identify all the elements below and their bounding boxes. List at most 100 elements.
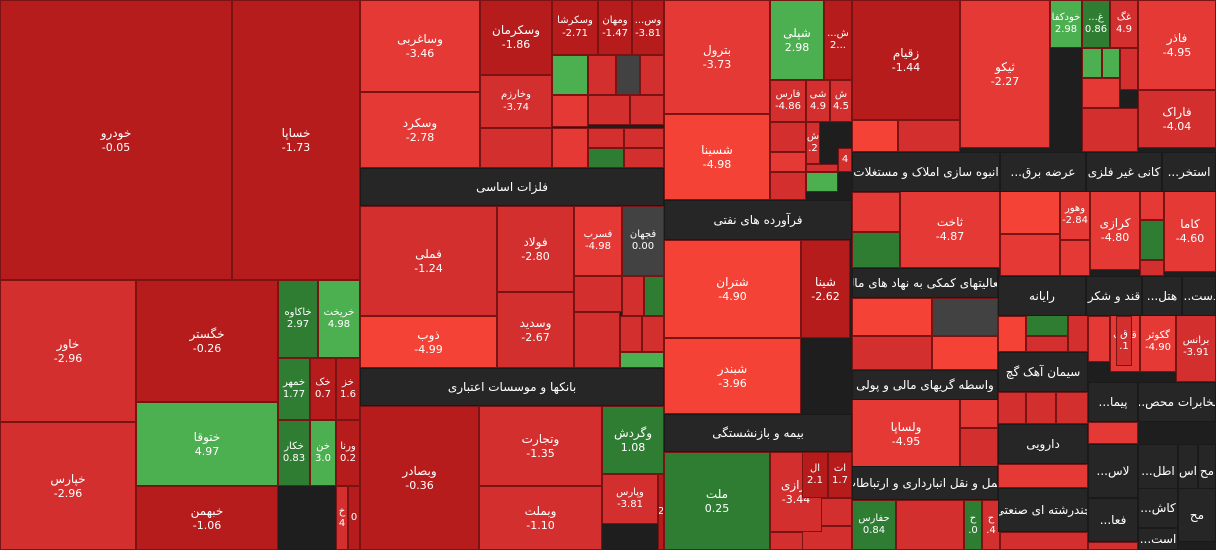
treemap-tile[interactable]: کرازی -4.80 (1090, 190, 1140, 270)
treemap-tile[interactable]: ولساپا -4.95 (852, 398, 960, 470)
treemap-tile[interactable]: وگردش 1.08 (602, 406, 664, 474)
sector-header[interactable]: هتل... (1142, 276, 1182, 316)
treemap-tile-minor[interactable] (588, 148, 624, 168)
treemap-tile-minor[interactable] (852, 232, 900, 268)
treemap-tile-minor[interactable] (620, 352, 664, 368)
treemap-tile-minor[interactable] (1082, 48, 1102, 78)
treemap-tile-minor[interactable] (1000, 190, 1060, 234)
treemap-tile[interactable]: وسکرشا -2.71 (552, 0, 598, 55)
treemap-tile[interactable]: ال 2.1 (802, 452, 828, 498)
treemap-tile[interactable]: خودرو -0.05 (0, 0, 232, 280)
treemap-tile[interactable]: ذوب -4.99 (360, 316, 497, 368)
treemap-tile[interactable]: وساغربی -3.46 (360, 0, 480, 92)
sector-header[interactable]: بیمه و بازنشستگی (664, 414, 852, 452)
treemap-tile[interactable]: شپلی 2.98 (770, 0, 824, 80)
sector-header[interactable]: چندرشته ای صنعتی (998, 488, 1088, 532)
treemap-tile-minor[interactable] (960, 428, 998, 470)
treemap-tile-minor[interactable] (852, 192, 900, 232)
treemap-tile-minor[interactable] (852, 298, 932, 336)
treemap-tile[interactable]: 0 (348, 486, 360, 550)
treemap-tile-minor[interactable] (1056, 392, 1088, 424)
treemap-tile[interactable]: شسینا -4.98 (664, 114, 770, 200)
sector-header[interactable]: لاس... (1088, 444, 1138, 498)
treemap-tile-minor[interactable] (770, 122, 806, 152)
treemap-tile[interactable]: شی 4.9 (806, 80, 830, 122)
treemap-tile-minor[interactable] (552, 95, 588, 127)
treemap-tile[interactable]: ختوقا 4.97 (136, 402, 278, 486)
treemap-tile[interactable]: خمهر 1.77 (278, 358, 310, 420)
treemap-tile[interactable]: وخارزم -3.74 (480, 75, 552, 128)
treemap-tile-minor[interactable] (1088, 422, 1138, 444)
treemap-tile-minor[interactable] (588, 128, 624, 148)
sector-header[interactable]: فعا... (1088, 498, 1138, 542)
treemap-tile[interactable]: غگ 4.9 (1110, 0, 1138, 48)
treemap-tile[interactable]: ملت 0.25 (664, 452, 770, 550)
treemap-tile[interactable]: خساپا -1.73 (232, 0, 360, 280)
treemap-tile[interactable]: ح .0 (964, 500, 982, 550)
treemap-tile[interactable]: وتجارت -1.35 (479, 406, 602, 486)
treemap-tile[interactable]: خک 0.7 (310, 358, 336, 420)
treemap-tile-minor[interactable] (1088, 316, 1110, 362)
treemap-tile-minor[interactable] (1140, 220, 1164, 260)
sector-header[interactable]: اس (1178, 444, 1198, 498)
treemap-tile[interactable]: فاذر -4.95 (1138, 0, 1216, 90)
sector-header[interactable]: کاش... (1138, 488, 1178, 528)
treemap-tile-minor[interactable] (1026, 336, 1068, 352)
treemap-tile-minor[interactable] (644, 276, 664, 316)
treemap-tile[interactable]: فجهان 0.00 (622, 206, 664, 276)
sector-header[interactable]: سیمان آهک گچ (998, 352, 1088, 392)
treemap-tile-minor[interactable] (1102, 48, 1120, 78)
sector-header[interactable]: است... (1138, 528, 1178, 550)
treemap-tile[interactable]: وبملت -1.10 (479, 486, 602, 550)
treemap-tile-minor[interactable] (806, 164, 838, 172)
treemap-tile[interactable]: ش... 2... (824, 0, 852, 80)
treemap-tile-minor[interactable] (480, 128, 552, 168)
treemap-tile-minor[interactable] (552, 128, 588, 168)
treemap-tile-minor[interactable] (624, 128, 664, 148)
treemap-tile-minor[interactable] (896, 500, 964, 550)
treemap-tile-minor[interactable] (1026, 392, 1056, 424)
treemap-tile[interactable]: وبصادر -0.36 (360, 406, 479, 550)
sector-header[interactable]: دست... (1182, 276, 1216, 316)
treemap-tile-minor[interactable] (1026, 312, 1068, 336)
treemap-tile-minor[interactable] (1000, 234, 1060, 276)
treemap-tile-minor[interactable] (1120, 48, 1138, 90)
sector-header[interactable]: رایانه (998, 276, 1086, 316)
treemap-tile[interactable]: وس... -3.81 (632, 0, 664, 55)
treemap-tile[interactable]: زقیام -1.44 (852, 0, 960, 120)
treemap-tile[interactable]: فارس -4.86 (770, 80, 806, 122)
treemap-tile[interactable]: 4 (838, 148, 852, 172)
treemap-tile-minor[interactable] (616, 55, 640, 95)
treemap-tile-minor[interactable] (852, 336, 932, 370)
sector-header[interactable]: فرآورده های نفتی (664, 200, 852, 240)
treemap-tile[interactable]: خن 3.0 (310, 420, 336, 486)
treemap-tile[interactable]: فولاد -2.80 (497, 206, 574, 292)
treemap-tile[interactable]: شینا -2.62 (801, 240, 850, 338)
treemap-tile[interactable]: غ... 0.86 (1082, 0, 1110, 48)
treemap-tile[interactable]: شبندر -3.96 (664, 338, 801, 414)
treemap-tile[interactable]: ات 1.7 (828, 452, 852, 498)
treemap-tile[interactable]: خودکفا 2.98 (1050, 0, 1082, 48)
sector-header[interactable]: فلزات اساسی (360, 168, 664, 206)
treemap-tile-minor[interactable] (998, 316, 1026, 352)
treemap-tile-minor[interactable] (624, 148, 664, 168)
treemap-tile-minor[interactable] (806, 172, 838, 192)
treemap-tile-minor[interactable] (1068, 312, 1088, 352)
treemap-tile[interactable]: فسرب -4.98 (574, 206, 622, 276)
treemap-tile-minor[interactable] (770, 172, 806, 200)
treemap-tile[interactable]: وسکرد -2.78 (360, 92, 480, 168)
sector-header[interactable]: حمل و نقل انبارداری و ارتباطات (852, 466, 998, 500)
treemap-tile-minor[interactable] (1060, 240, 1090, 276)
treemap-tile-minor[interactable] (574, 276, 622, 312)
sector-header[interactable]: عرضه برق... (1000, 152, 1086, 192)
treemap-tile[interactable]: فاراک -4.04 (1138, 90, 1216, 148)
treemap-tile-minor[interactable] (622, 276, 644, 316)
treemap-tile[interactable]: وسکرمان -1.86 (480, 0, 552, 75)
sector-header[interactable]: فعالیتهای کمکی به نهاد های مال (852, 268, 998, 298)
treemap-tile[interactable]: فملی -1.24 (360, 206, 497, 316)
treemap-tile-minor[interactable] (620, 316, 642, 352)
sector-header[interactable]: پیما... (1088, 382, 1138, 422)
treemap-tile[interactable]: ش .2 (806, 122, 820, 164)
treemap-tile-minor[interactable] (574, 312, 620, 368)
